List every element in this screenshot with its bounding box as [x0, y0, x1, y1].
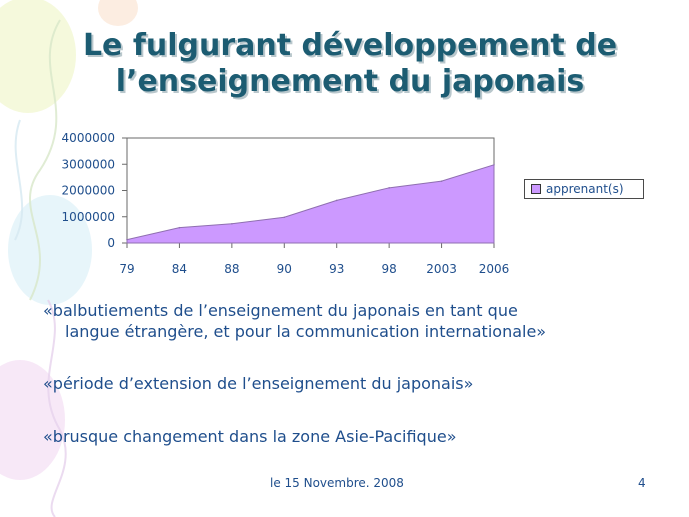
data-point — [493, 164, 495, 166]
y-tick-label: 0 — [107, 236, 115, 250]
data-point — [178, 226, 181, 229]
data-point — [440, 180, 443, 182]
bullet-3-line-1: «brusque changement dans la zone Asie-Pa… — [43, 427, 457, 446]
data-point — [335, 199, 338, 202]
legend-label: apprenant(s) — [546, 182, 624, 196]
x-tick-label: 2006 — [479, 262, 510, 276]
data-point — [388, 187, 390, 189]
x-tick-label: 93 — [329, 262, 344, 276]
y-tick-label: 1000000 — [62, 210, 115, 224]
y-tick-label: 4000000 — [62, 131, 115, 145]
series-area — [126, 164, 495, 244]
slide-title: Le fulgurant développement de l’enseigne… — [40, 28, 660, 100]
legend-swatch — [531, 184, 541, 194]
bullet-3: «brusque changement dans la zone Asie-Pa… — [43, 426, 456, 447]
x-axis: 79 84 88 90 93 98 2003 2006 — [119, 243, 509, 276]
title-line-2: l’enseignement du japonais — [115, 64, 585, 99]
footer-date: le 15 Novembre. 2008 — [270, 476, 404, 490]
chart-legend: apprenant(s) — [524, 179, 644, 199]
y-tick-label: 3000000 — [62, 157, 115, 171]
data-point — [126, 238, 128, 241]
bullet-2-line-1: «période d’extension de l’enseignement d… — [43, 374, 474, 393]
y-axis: 4000000 3000000 2000000 1000000 0 — [62, 131, 127, 250]
page-number: 4 — [638, 476, 646, 490]
x-tick-label: 79 — [119, 262, 134, 276]
data-point — [283, 216, 286, 219]
x-tick-label: 98 — [382, 262, 397, 276]
data-point — [231, 222, 233, 225]
y-tick-label: 2000000 — [62, 184, 115, 198]
x-tick-label: 90 — [277, 262, 292, 276]
x-tick-label: 88 — [224, 262, 239, 276]
bullet-2: «période d’extension de l’enseignement d… — [43, 373, 473, 394]
bullet-1-line-2: langue étrangère, et pour la communicati… — [65, 322, 547, 341]
title-line-1: Le fulgurant développement de — [82, 28, 618, 63]
bullet-1-line-1: «balbutiements de l’enseignement du japo… — [43, 301, 518, 320]
x-tick-label: 2003 — [426, 262, 457, 276]
x-tick-label: 84 — [172, 262, 187, 276]
bullet-1: «balbutiements de l’enseignement du japo… — [43, 300, 546, 342]
